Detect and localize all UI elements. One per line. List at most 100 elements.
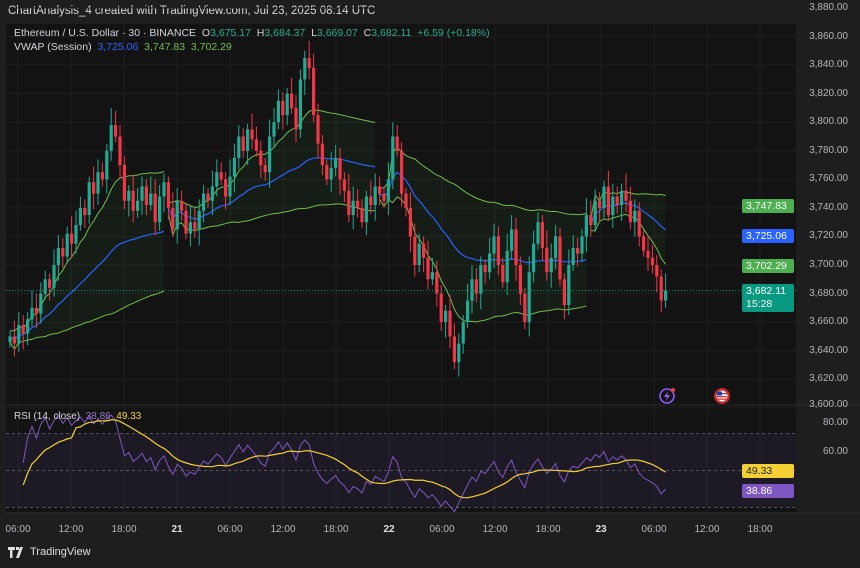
vwap-band-fill — [379, 147, 587, 322]
candle-body — [369, 196, 373, 206]
candle-body — [514, 229, 518, 266]
vwap-upper-value: 3,747.83 — [144, 41, 186, 53]
candle-body — [615, 196, 619, 206]
vwap-upper-band-line — [10, 171, 165, 332]
rsi-ma-badge: 49.33 — [742, 464, 794, 478]
price-axis-label: 3,620.00 — [809, 373, 848, 385]
candle-body — [122, 165, 126, 201]
vwap-lower-band-line — [167, 203, 376, 237]
low-value: 3,669.07 — [316, 27, 358, 39]
bar-countdown: 15:28 — [746, 298, 773, 310]
candle-body — [518, 265, 522, 294]
candle-body — [105, 150, 109, 180]
us-flag-icon[interactable] — [713, 387, 731, 405]
candle-body — [298, 79, 302, 130]
price-axis-label: 3,780.00 — [809, 144, 848, 156]
candle-body — [56, 247, 60, 266]
rsi-legend[interactable]: RSI (14, close) 38.86 49.33 — [14, 411, 141, 422]
candle-body — [70, 233, 74, 244]
candle-body — [364, 196, 368, 223]
candle-body — [118, 136, 122, 166]
time-axis-label: 12:00 — [270, 524, 296, 535]
vwap-lower-value: 3,702.29 — [190, 41, 232, 53]
candle-body — [294, 107, 298, 130]
candle-body — [184, 210, 188, 234]
candle-body — [334, 157, 338, 168]
high-label: H — [256, 27, 265, 39]
candle-body — [12, 336, 16, 344]
candle-body — [303, 57, 307, 80]
footer: TradingView — [8, 546, 91, 558]
price-axis-label: 3,880.00 — [809, 2, 848, 13]
candle-body — [360, 207, 364, 223]
candle-body — [505, 250, 509, 283]
last-price-badge: 3,682.11 15:28 — [742, 284, 794, 312]
candle-body — [127, 190, 131, 201]
candle-body — [329, 167, 333, 180]
candle-body — [466, 300, 470, 323]
last-price-value: 3,682.11 — [746, 285, 787, 297]
candle-body — [593, 200, 597, 226]
symbol-legend[interactable]: Ethereum / U.S. Dollar · 30 · BINANCE O3… — [14, 27, 490, 39]
rsi-badge: 38.86 — [742, 484, 794, 498]
candle-body — [488, 253, 492, 273]
candle-body — [664, 290, 668, 301]
candle-body — [162, 182, 166, 197]
candle-body — [580, 236, 584, 254]
close-label: C — [363, 27, 372, 39]
candle-body — [232, 157, 236, 177]
candle-body — [34, 307, 38, 314]
low-label: L — [311, 27, 317, 39]
candle-body — [382, 193, 386, 201]
candle-body — [149, 193, 153, 206]
vwap-band-fill — [10, 171, 164, 350]
price-axis-label: 3,860.00 — [809, 30, 848, 42]
chart-pane[interactable] — [6, 24, 796, 512]
vwap-legend[interactable]: VWAP (Session) 3,725.06 3,747.83 3,702.2… — [14, 41, 232, 53]
price-axis-label: 3,640.00 — [809, 344, 848, 356]
time-axis-label: 22 — [383, 524, 395, 535]
candle-body — [290, 93, 294, 108]
candle-body — [659, 276, 663, 301]
candle-body — [404, 193, 408, 208]
candle-body — [158, 196, 162, 223]
vwap-lower-band-line — [9, 290, 165, 351]
candle-body — [48, 279, 52, 288]
candle-body — [496, 236, 500, 266]
candle-body — [474, 279, 478, 294]
candle-body — [395, 136, 399, 151]
candle-body — [373, 186, 377, 206]
candle-body — [241, 136, 245, 151]
vwap-badge: 3,725.06 — [742, 229, 794, 243]
high-value: 3,684.37 — [264, 27, 306, 39]
candle-body — [210, 186, 214, 201]
vwap-line — [9, 230, 165, 341]
candle-body — [470, 279, 474, 301]
candle-body — [650, 257, 654, 266]
candle-body — [78, 207, 82, 226]
candle-body — [655, 265, 659, 277]
open-label: O — [201, 27, 211, 39]
time-axis-label: 21 — [171, 524, 183, 535]
candle-body — [479, 265, 483, 294]
candle-body — [87, 182, 91, 216]
candle-body — [26, 319, 30, 334]
vwap-upper-band-line — [379, 146, 587, 216]
lightning-event-icon[interactable] — [657, 387, 677, 405]
candle-body — [391, 136, 395, 180]
candle-body — [307, 57, 311, 68]
candle-body — [549, 257, 553, 273]
candle-body — [206, 193, 210, 201]
open-value: 3,675.17 — [210, 27, 251, 39]
vwap-lower-band-line — [590, 213, 667, 265]
candle-body — [492, 236, 496, 254]
candle-body — [131, 190, 135, 211]
candle-body — [237, 136, 241, 158]
time-axis-label: 06:00 — [5, 524, 31, 535]
candle-body — [589, 215, 593, 226]
candle-body — [642, 236, 646, 251]
candle-body — [92, 182, 96, 194]
candle-body — [197, 210, 201, 230]
candle-body — [633, 210, 637, 223]
